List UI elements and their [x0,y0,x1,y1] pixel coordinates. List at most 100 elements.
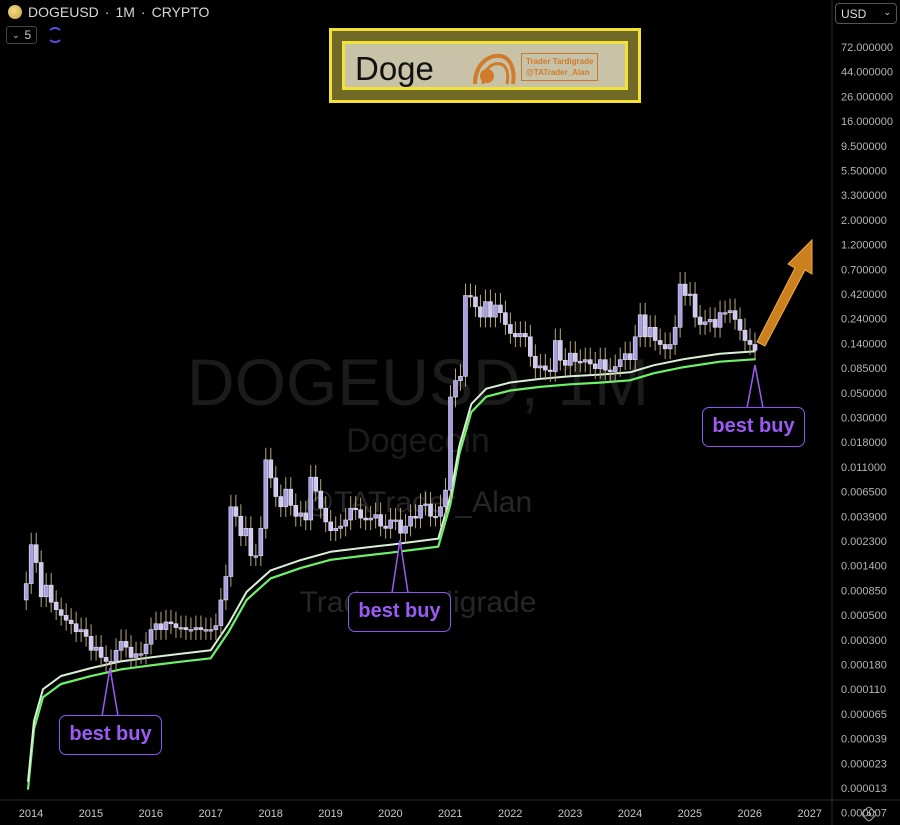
candle [752,332,758,361]
candle-body [558,340,563,361]
candle-body [378,514,383,527]
time-tick-label: 2024 [618,808,642,820]
candle-body [548,369,553,372]
candle-body [652,326,658,341]
candle [333,516,338,541]
price-tick-label: 0.000850 [841,585,887,597]
price-tick-label: 0.140000 [841,338,887,350]
watermark-name: Dogecoin [346,422,490,460]
candle-body [443,489,448,508]
candle-body [428,503,433,517]
candle-body [268,459,274,479]
time-tick-label: 2018 [258,808,282,820]
candle [238,504,244,547]
candle-body [553,340,558,372]
candle-body [158,623,164,630]
candle-body [577,361,583,364]
price-tick-label: 16.000000 [841,116,893,128]
candle-body [238,516,244,537]
candle-body [622,353,628,360]
candle-body [592,363,598,369]
candle [363,506,368,531]
candle-body [468,295,473,298]
candle-body [473,296,478,308]
candle-body [617,359,623,367]
candle-body [278,496,284,508]
candle [83,617,89,647]
candle [288,477,294,516]
time-axis[interactable]: 2014 2015 2016 2017 2018 2019 2020 2021 2022 2023… [19,808,822,820]
candle-body [702,321,708,325]
candle-body [183,627,189,630]
candle-body [108,661,114,664]
price-tick-label: 72.000000 [841,42,893,54]
candle-body [263,459,269,529]
candle [423,491,428,516]
symbol-header[interactable]: DOGEUSD · 1M · CRYPTO [8,4,209,20]
candle [208,617,214,640]
up-arrow-icon [756,238,813,347]
price-tick-label: 0.000023 [841,758,887,770]
candle [133,641,139,668]
separator: · [140,4,146,20]
candle [438,494,443,527]
candle [188,617,194,640]
candle [198,615,204,640]
candle [667,332,673,360]
candle-body [298,512,304,517]
candle-body [478,306,483,318]
candle-body [687,293,693,296]
candle-body [258,528,264,557]
chevron-down-icon: ⌄ [12,29,20,40]
price-axis[interactable]: 72.000000 44.000000 26.000000 16.000000 9.50… [841,42,893,820]
collapse-indicators-button[interactable]: ⌄ 5 [6,26,38,44]
candle [657,328,663,355]
candle-body [627,353,633,360]
candle [228,494,234,587]
candle [73,611,79,642]
candle [642,302,648,348]
candle [253,543,259,567]
price-tick-label: 26.000000 [841,91,893,103]
candle [153,611,159,640]
currency-select[interactable]: USD ⌄ [835,3,897,24]
candle [747,328,753,355]
candle [348,496,353,531]
time-tick-label: 2016 [139,808,163,820]
candle [518,321,523,348]
candle-body [692,293,698,318]
candle-body [642,314,648,338]
candle [607,358,613,382]
candle-body [328,521,333,531]
best-buy-label: best buy [348,592,451,632]
candle-body [163,621,169,630]
candle-body [283,488,289,508]
candle [138,641,144,664]
tardigrade-logo-icon [473,53,516,85]
candle [742,318,748,351]
candle-body [208,629,214,632]
candle-body [408,516,413,527]
candle [632,324,638,370]
candle-body [343,519,348,527]
candle-body [153,623,159,630]
candle-body [358,509,363,519]
time-tick-label: 2027 [797,808,821,820]
sync-icon[interactable] [47,27,64,43]
price-tick-label: 0.000300 [841,635,887,647]
candle [582,347,588,373]
candle [88,624,94,661]
candle-body [607,369,613,372]
candle-body [348,507,353,521]
candle [488,289,493,328]
candle-body [103,657,109,662]
candle [233,494,239,527]
candle [523,321,528,348]
candle-body [48,584,54,603]
candle-body [483,301,488,318]
candle-body [243,528,249,537]
candle-body [543,365,548,371]
candle-body [528,336,533,357]
interval: 1M [115,4,135,20]
